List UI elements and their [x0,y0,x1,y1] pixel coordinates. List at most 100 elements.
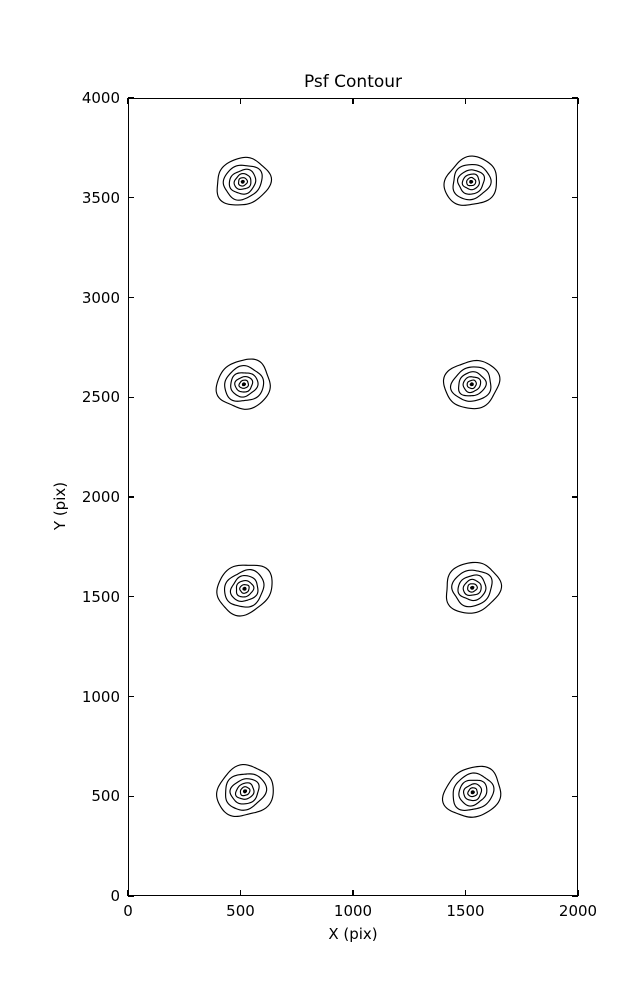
y-tick-right-2000 [572,496,578,498]
psf-source-2 [443,155,498,206]
y-tick-1500 [128,596,134,598]
contour-level-0 [445,561,503,614]
x-tick-1000 [352,890,354,896]
contour-level-0 [216,564,273,617]
contour-level-0 [215,358,271,410]
contour-level-3 [235,580,255,598]
contour-level-0 [441,765,502,818]
x-tick-top-2000 [577,98,579,104]
contour-level-0 [443,155,498,206]
contour-level-2 [457,574,487,602]
contour-level-3 [462,376,482,394]
contour-level-0 [216,763,274,818]
x-ticklabel-1000: 1000 [333,902,373,920]
contour-level-5 [469,382,474,387]
contour-plot-area [215,155,503,818]
x-ticklabel-2000: 2000 [558,902,598,920]
contour-level-2 [230,372,259,398]
contour-level-1 [451,569,493,608]
psf-source-1 [216,156,273,206]
y-tick-right-1500 [572,596,578,598]
y-tick-3000 [128,296,134,299]
x-tick-top-0 [127,98,129,104]
contour-level-0 [442,359,501,410]
contour-level-2 [229,778,260,805]
y-tick-2000 [128,496,134,498]
contour-level-4 [239,584,250,594]
y-tick-right-3000 [572,296,578,299]
contour-level-5 [470,790,475,795]
contour-level-4 [239,786,251,797]
x-tick-2000 [577,890,579,896]
contour-level-5 [241,382,247,387]
y-tick-right-4000 [572,97,578,99]
y-tick-1000 [128,695,134,698]
x-ticklabel-0: 0 [123,902,133,920]
y-ticklabel-3000: 3000 [81,288,120,307]
y-ticklabel-2000: 2000 [81,488,120,506]
contour-level-1 [452,772,495,811]
y-tick-3500 [128,197,134,199]
y-tick-4000 [128,97,134,99]
y-ticklabel-1500: 1500 [81,587,120,606]
psf-source-7 [216,763,274,818]
y-ticklabel-1000: 1000 [81,687,120,706]
contour-level-1 [225,773,268,811]
y-ticklabel-0: 0 [110,887,120,905]
contour-level-3 [461,173,480,191]
y-tick-right-1000 [572,695,578,698]
contour-level-2 [229,574,259,602]
x-tick-1500 [464,890,467,896]
contour-level-1 [224,364,265,402]
contour-level-2 [228,168,257,195]
contour-level-3 [233,172,252,190]
psf-source-6 [445,561,503,614]
x-ticklabel-1500: 1500 [446,902,485,920]
contour-level-0 [216,156,273,206]
y-tick-right-500 [572,795,578,797]
contour-level-5 [242,789,248,794]
y-tick-right-3500 [572,197,578,199]
x-tick-top-500 [239,98,242,104]
y-tick-right-0 [572,895,578,897]
contour-level-3 [234,782,255,800]
contour-level-5 [242,586,247,591]
y-ticklabel-500: 500 [91,787,120,806]
psf-source-3 [215,358,271,410]
x-tick-0 [127,890,129,896]
y-tick-0 [128,895,134,897]
x-tick-top-1000 [352,98,354,104]
contour-level-2 [456,169,486,195]
contour-level-5 [240,179,245,184]
contour-level-4 [238,379,250,389]
contour-level-1 [452,163,492,201]
contour-level-1 [222,164,263,201]
y-tick-right-2500 [572,396,578,398]
x-tick-500 [239,890,242,896]
contour-level-4 [467,787,478,798]
contour-level-3 [463,783,483,802]
y-ticklabel-2500: 2500 [81,388,120,407]
contour-level-3 [234,375,254,393]
x-ticklabel-500: 500 [226,902,255,920]
y-ticklabel-3500: 3500 [81,188,120,207]
contour-level-4 [237,177,249,187]
contour-level-4 [466,379,477,390]
y-ticklabel-4000: 4000 [81,89,120,107]
contour-level-5 [470,585,475,590]
x-tick-top-1500 [464,98,467,104]
psf-source-8 [441,765,502,818]
y-tick-500 [128,795,134,797]
contour-level-3 [462,578,482,596]
contour-level-5 [469,179,474,184]
contour-level-4 [467,583,478,593]
contour-level-2 [458,371,487,397]
x-axis-label: X (pix) [328,925,378,943]
y-axis-label: Y (pix) [51,481,69,531]
contour-level-2 [458,779,488,807]
axes-frame [128,98,578,896]
contour-level-1 [223,568,265,608]
page-title: Psf Contour [303,72,403,92]
contour-level-4 [466,176,477,187]
